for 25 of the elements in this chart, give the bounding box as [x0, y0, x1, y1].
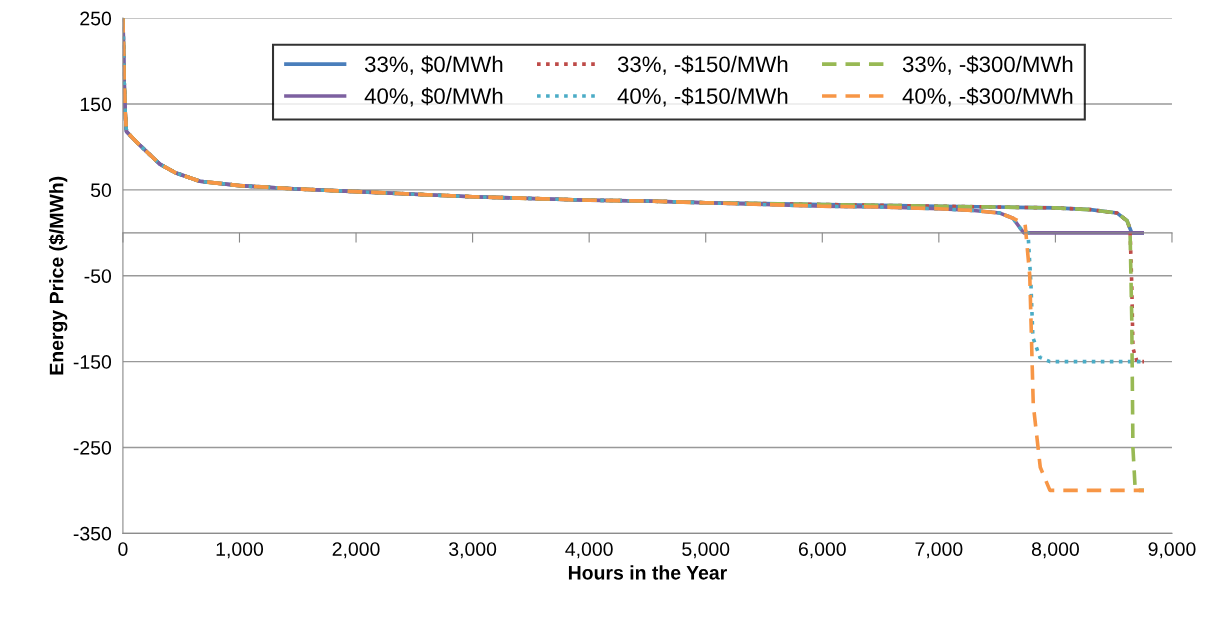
x-tick-label: 3,000 [449, 542, 497, 559]
x-tick-label: 5,000 [682, 542, 730, 559]
x-tick-label: 1,000 [216, 542, 264, 559]
x-axis-title: Hours in the Year [568, 565, 727, 580]
y-tick-label: 50 [90, 183, 112, 198]
x-tick-label: 6,000 [798, 542, 846, 559]
x-tick-label: 0 [118, 542, 128, 556]
y-tick-label: -350 [73, 526, 112, 541]
x-tick-label: 8,000 [1031, 542, 1079, 559]
y-tick-label: 150 [80, 97, 112, 112]
y-tick-label: 250 [80, 11, 112, 26]
legend-label: 40%, -$300/MWh [902, 87, 1073, 107]
y-axis-title: Energy Price ($/MWh) [48, 176, 68, 375]
legend-label: 40%, -$150/MWh [617, 87, 788, 107]
y-tick-label: -250 [73, 440, 112, 455]
x-tick-label: 2,000 [332, 542, 380, 559]
x-tick-label: 7,000 [915, 542, 963, 559]
legend-label: 33%, $0/MWh [364, 55, 503, 75]
legend-label: 33%, -$300/MWh [902, 55, 1073, 75]
y-tick-label: -150 [73, 355, 112, 369]
x-tick-label: 9,000 [1148, 542, 1196, 559]
y-tick-label: -50 [84, 269, 112, 283]
legend-label: 40%, $0/MWh [364, 87, 503, 107]
x-tick-label: 4,000 [565, 542, 613, 559]
legend-label: 33%, -$150/MWh [617, 55, 788, 75]
